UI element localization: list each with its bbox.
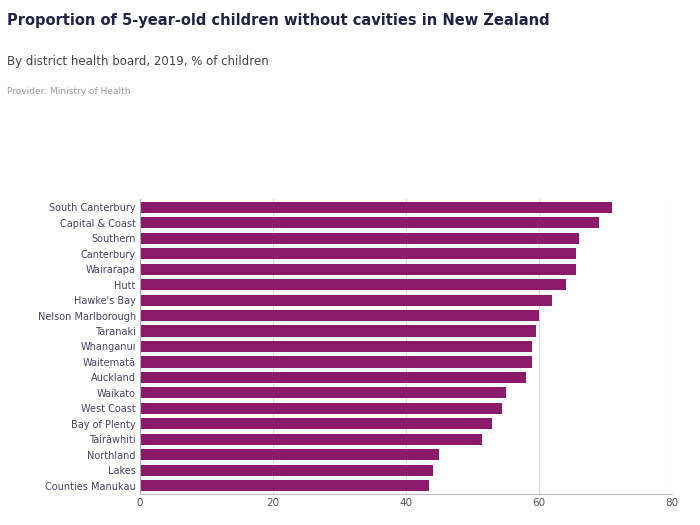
Bar xyxy=(140,295,552,306)
Bar xyxy=(140,372,526,383)
Bar xyxy=(140,217,599,228)
Text: Provider: Ministry of Health: Provider: Ministry of Health xyxy=(7,87,130,96)
Bar xyxy=(140,248,575,259)
Bar xyxy=(140,480,429,491)
Bar xyxy=(140,387,505,398)
Text: figure.nz: figure.nz xyxy=(606,17,672,30)
Bar xyxy=(140,202,612,213)
Bar xyxy=(140,264,575,275)
Bar xyxy=(140,403,503,414)
Bar xyxy=(140,434,482,445)
Bar xyxy=(140,356,533,368)
Bar xyxy=(140,279,566,290)
Bar xyxy=(140,326,536,337)
Bar xyxy=(140,465,433,476)
Bar xyxy=(140,418,493,429)
Text: Proportion of 5-year-old children without cavities in New Zealand: Proportion of 5-year-old children withou… xyxy=(7,13,550,28)
Bar xyxy=(140,310,539,321)
Bar xyxy=(140,341,533,352)
Text: By district health board, 2019, % of children: By district health board, 2019, % of chi… xyxy=(7,55,269,68)
Bar xyxy=(140,449,440,460)
Bar xyxy=(140,233,579,244)
